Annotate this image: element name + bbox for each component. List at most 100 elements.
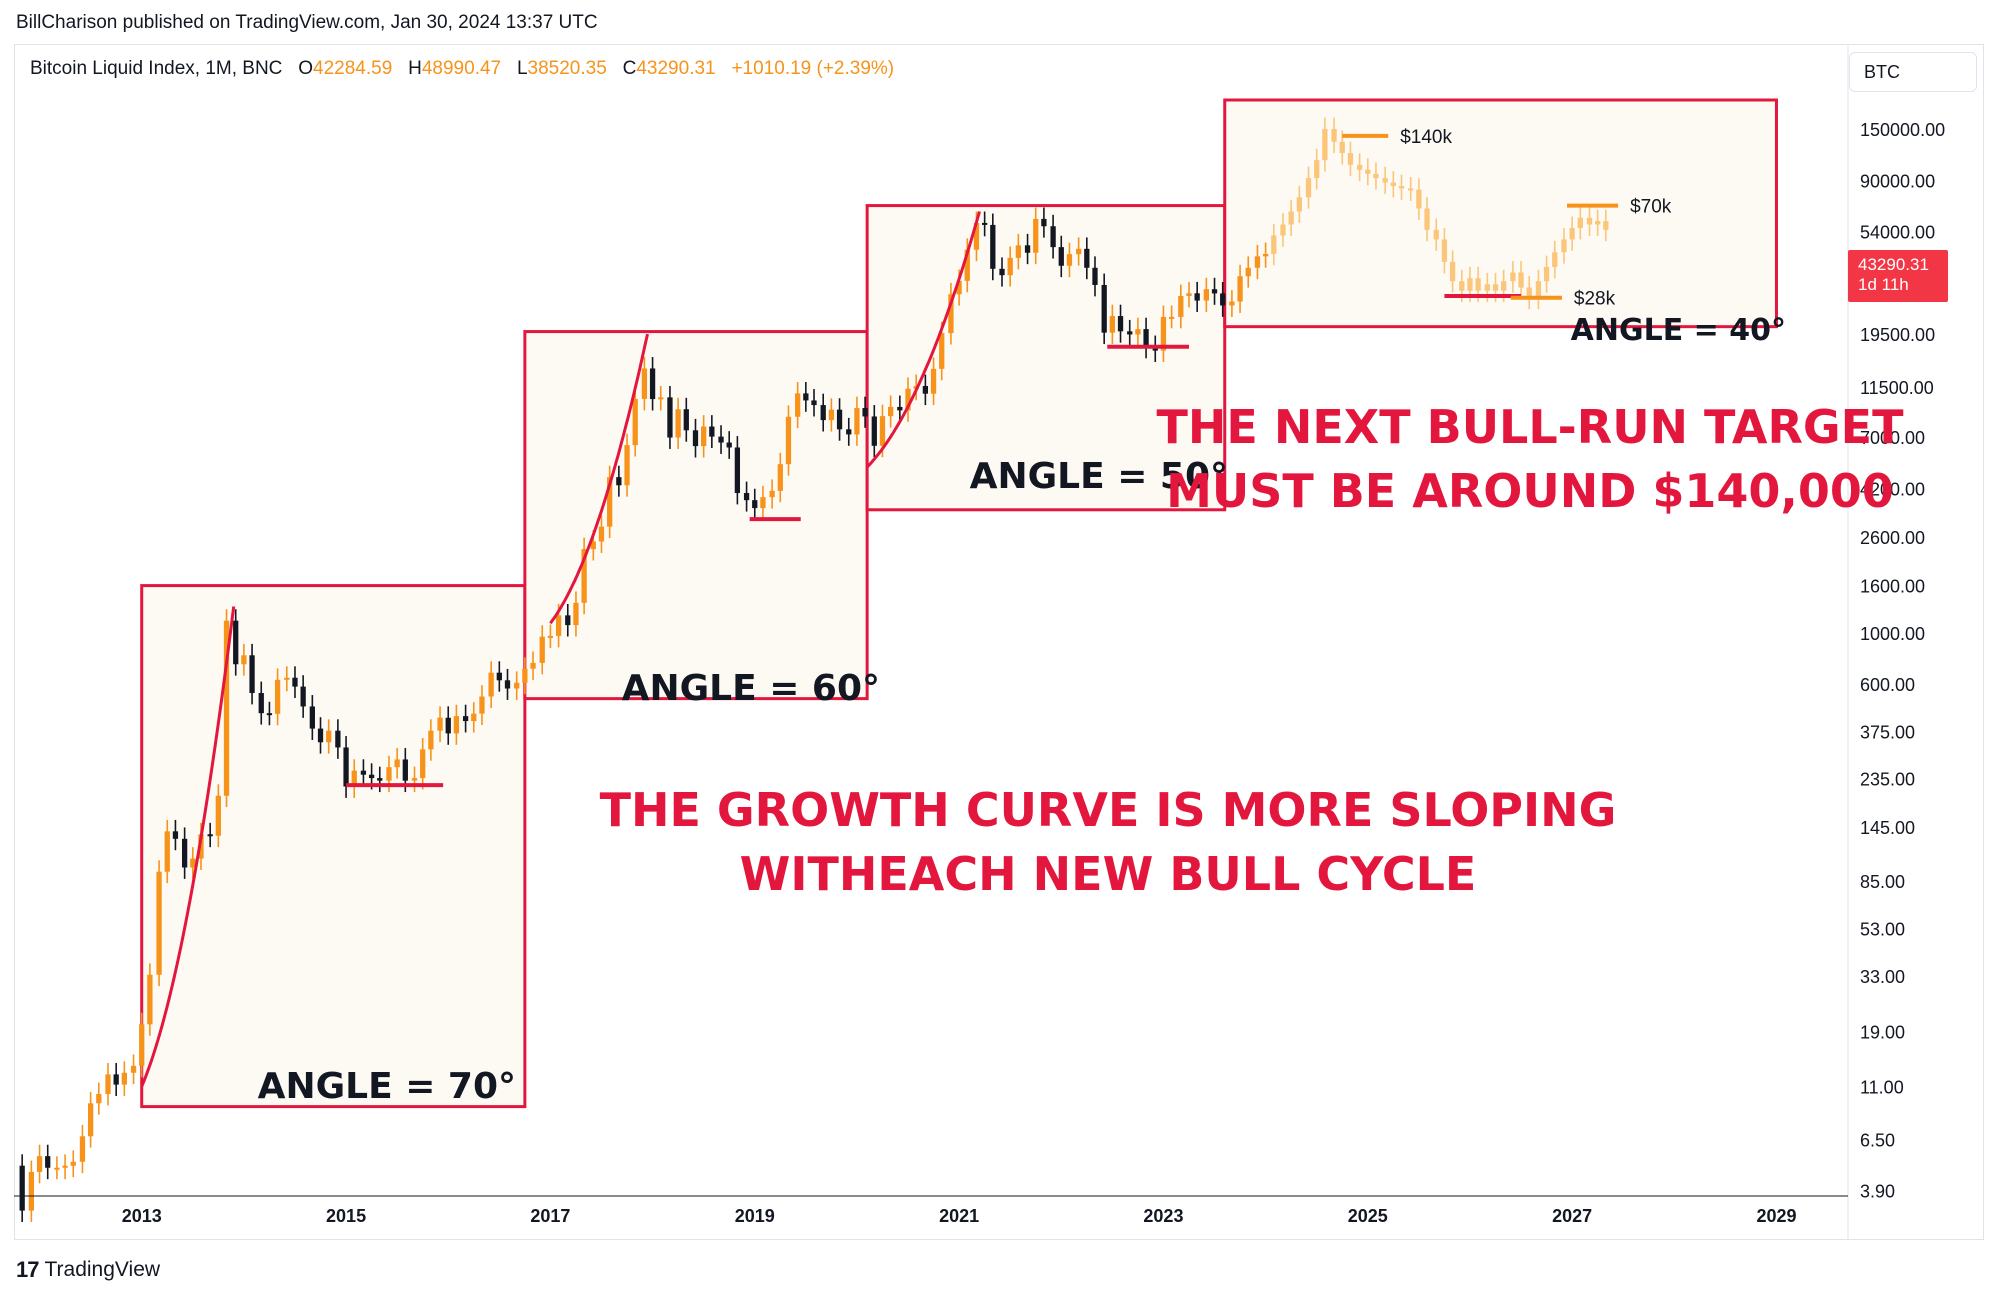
time-tick-label: 2027 (1552, 1206, 1592, 1226)
price-tick-label: 11500.00 (1860, 378, 1934, 398)
price-tick-label: 54000.00 (1860, 223, 1935, 243)
candle-body (1152, 346, 1158, 351)
time-tick-label: 2025 (1348, 1206, 1388, 1226)
price-tick-label: 145.00 (1860, 818, 1915, 838)
growth-curves (140, 211, 981, 1087)
projection-candle-body (1365, 169, 1371, 174)
projection-candle-body (1543, 267, 1550, 282)
candle-body (1178, 296, 1184, 317)
open-value: 42284.59 (313, 58, 393, 79)
candle-body (1194, 293, 1200, 301)
candle-body (1109, 316, 1115, 333)
candles (19, 207, 1269, 1222)
annotation-cycle-2-angle: ANGLE = 60° (622, 668, 880, 709)
time-tick-label: 2021 (939, 1206, 979, 1226)
candle-body (581, 549, 587, 603)
brand-name: TradingView (44, 1258, 161, 1281)
projection-candle-body (1322, 128, 1328, 161)
price-tick-label: 19500.00 (1860, 325, 1935, 345)
candle-body (641, 368, 648, 399)
candle-body (1203, 289, 1209, 301)
target-label: $140k (1400, 127, 1452, 148)
time-axis[interactable]: 2013 2015 2017 2019 2021 2023 2025 2027 2029 (14, 1195, 1848, 1226)
candle-body (105, 1074, 111, 1095)
price-tick-label: 1000.00 (1860, 624, 1925, 644)
price-tick-label: 3.90 (1860, 1182, 1895, 1202)
candle-body (1007, 257, 1013, 276)
candle-body (905, 388, 911, 411)
candle-body (1254, 256, 1261, 268)
price-tick-label: 90000.00 (1860, 171, 1935, 191)
candle-body (854, 408, 860, 435)
candle-body (394, 759, 400, 768)
candle-body (496, 672, 502, 681)
candle-body (1229, 301, 1235, 306)
candle-body (266, 713, 273, 716)
projection-candle-body (1510, 272, 1516, 282)
projection-candle-body (1552, 252, 1558, 268)
candle-body (292, 677, 298, 687)
footer-brand[interactable]: 17 TradingView (16, 1257, 160, 1283)
cycle-boxes (140, 98, 1778, 1109)
projection-candle-body (1356, 164, 1363, 170)
currency-button[interactable]: BTC (1849, 52, 1977, 92)
candle-body (726, 442, 732, 448)
candle-body (811, 400, 817, 406)
candle-body (1033, 218, 1039, 253)
candle-body (130, 1065, 137, 1073)
candle-body (1066, 254, 1073, 266)
projection-candle-body (1433, 229, 1439, 240)
candle-body (274, 679, 281, 714)
candle-body (1245, 267, 1251, 277)
candle-body (437, 717, 443, 731)
projection-candle-body (1339, 141, 1345, 154)
candle-body (930, 368, 937, 394)
projection-candle-body (1569, 228, 1575, 240)
candle-body (990, 224, 996, 269)
candle-body (207, 834, 213, 837)
candle-body (734, 447, 741, 494)
last-price-value: 43290.31 (1858, 255, 1929, 274)
low-value: 38520.35 (527, 58, 607, 79)
candle-body (1211, 289, 1218, 294)
projection-candle-body (1314, 160, 1320, 179)
candle-body (514, 682, 520, 689)
candle-body (752, 500, 758, 509)
projection-candle-body (1526, 287, 1532, 298)
candle-body (488, 672, 494, 697)
low-label: L (516, 58, 528, 79)
candle-body (1220, 293, 1226, 306)
price-tick-label: 19.00 (1860, 1022, 1905, 1042)
projection-candle-body (1331, 128, 1337, 142)
bar-countdown: 1d 11h (1858, 275, 1909, 294)
price-tick-label: 600.00 (1860, 675, 1915, 695)
candle-body (743, 493, 750, 501)
candle-body (897, 406, 903, 411)
projection-candle-body (1561, 239, 1567, 253)
candle-body (785, 416, 792, 465)
candle-body (1076, 248, 1082, 255)
candle-body (1092, 267, 1098, 285)
candle-body (1237, 276, 1243, 302)
projection-candle-body (1288, 211, 1294, 225)
projection-candle-body (1390, 182, 1396, 187)
candle-body (300, 686, 306, 707)
projection-candle-body (1501, 281, 1507, 291)
candle-body (402, 759, 408, 781)
candle-body (836, 409, 843, 430)
candle-body (1015, 245, 1021, 258)
candle-body (658, 397, 664, 400)
candle-body (1127, 331, 1133, 335)
candle-body (241, 655, 247, 665)
price-axis[interactable]: 150000.0090000.0054000.0032400.0019500.0… (1847, 44, 1945, 1240)
candle-body (701, 426, 707, 447)
projection-candle-body (1595, 221, 1601, 225)
candle-body (547, 635, 554, 638)
candle-body (147, 974, 153, 1025)
projection-candle-body (1271, 235, 1277, 254)
symbol-name[interactable]: Bitcoin Liquid Index, 1M, BNC (30, 58, 283, 79)
candle-body (445, 717, 451, 734)
candle-body (504, 680, 511, 689)
cycle-box-1 (140, 584, 527, 1109)
